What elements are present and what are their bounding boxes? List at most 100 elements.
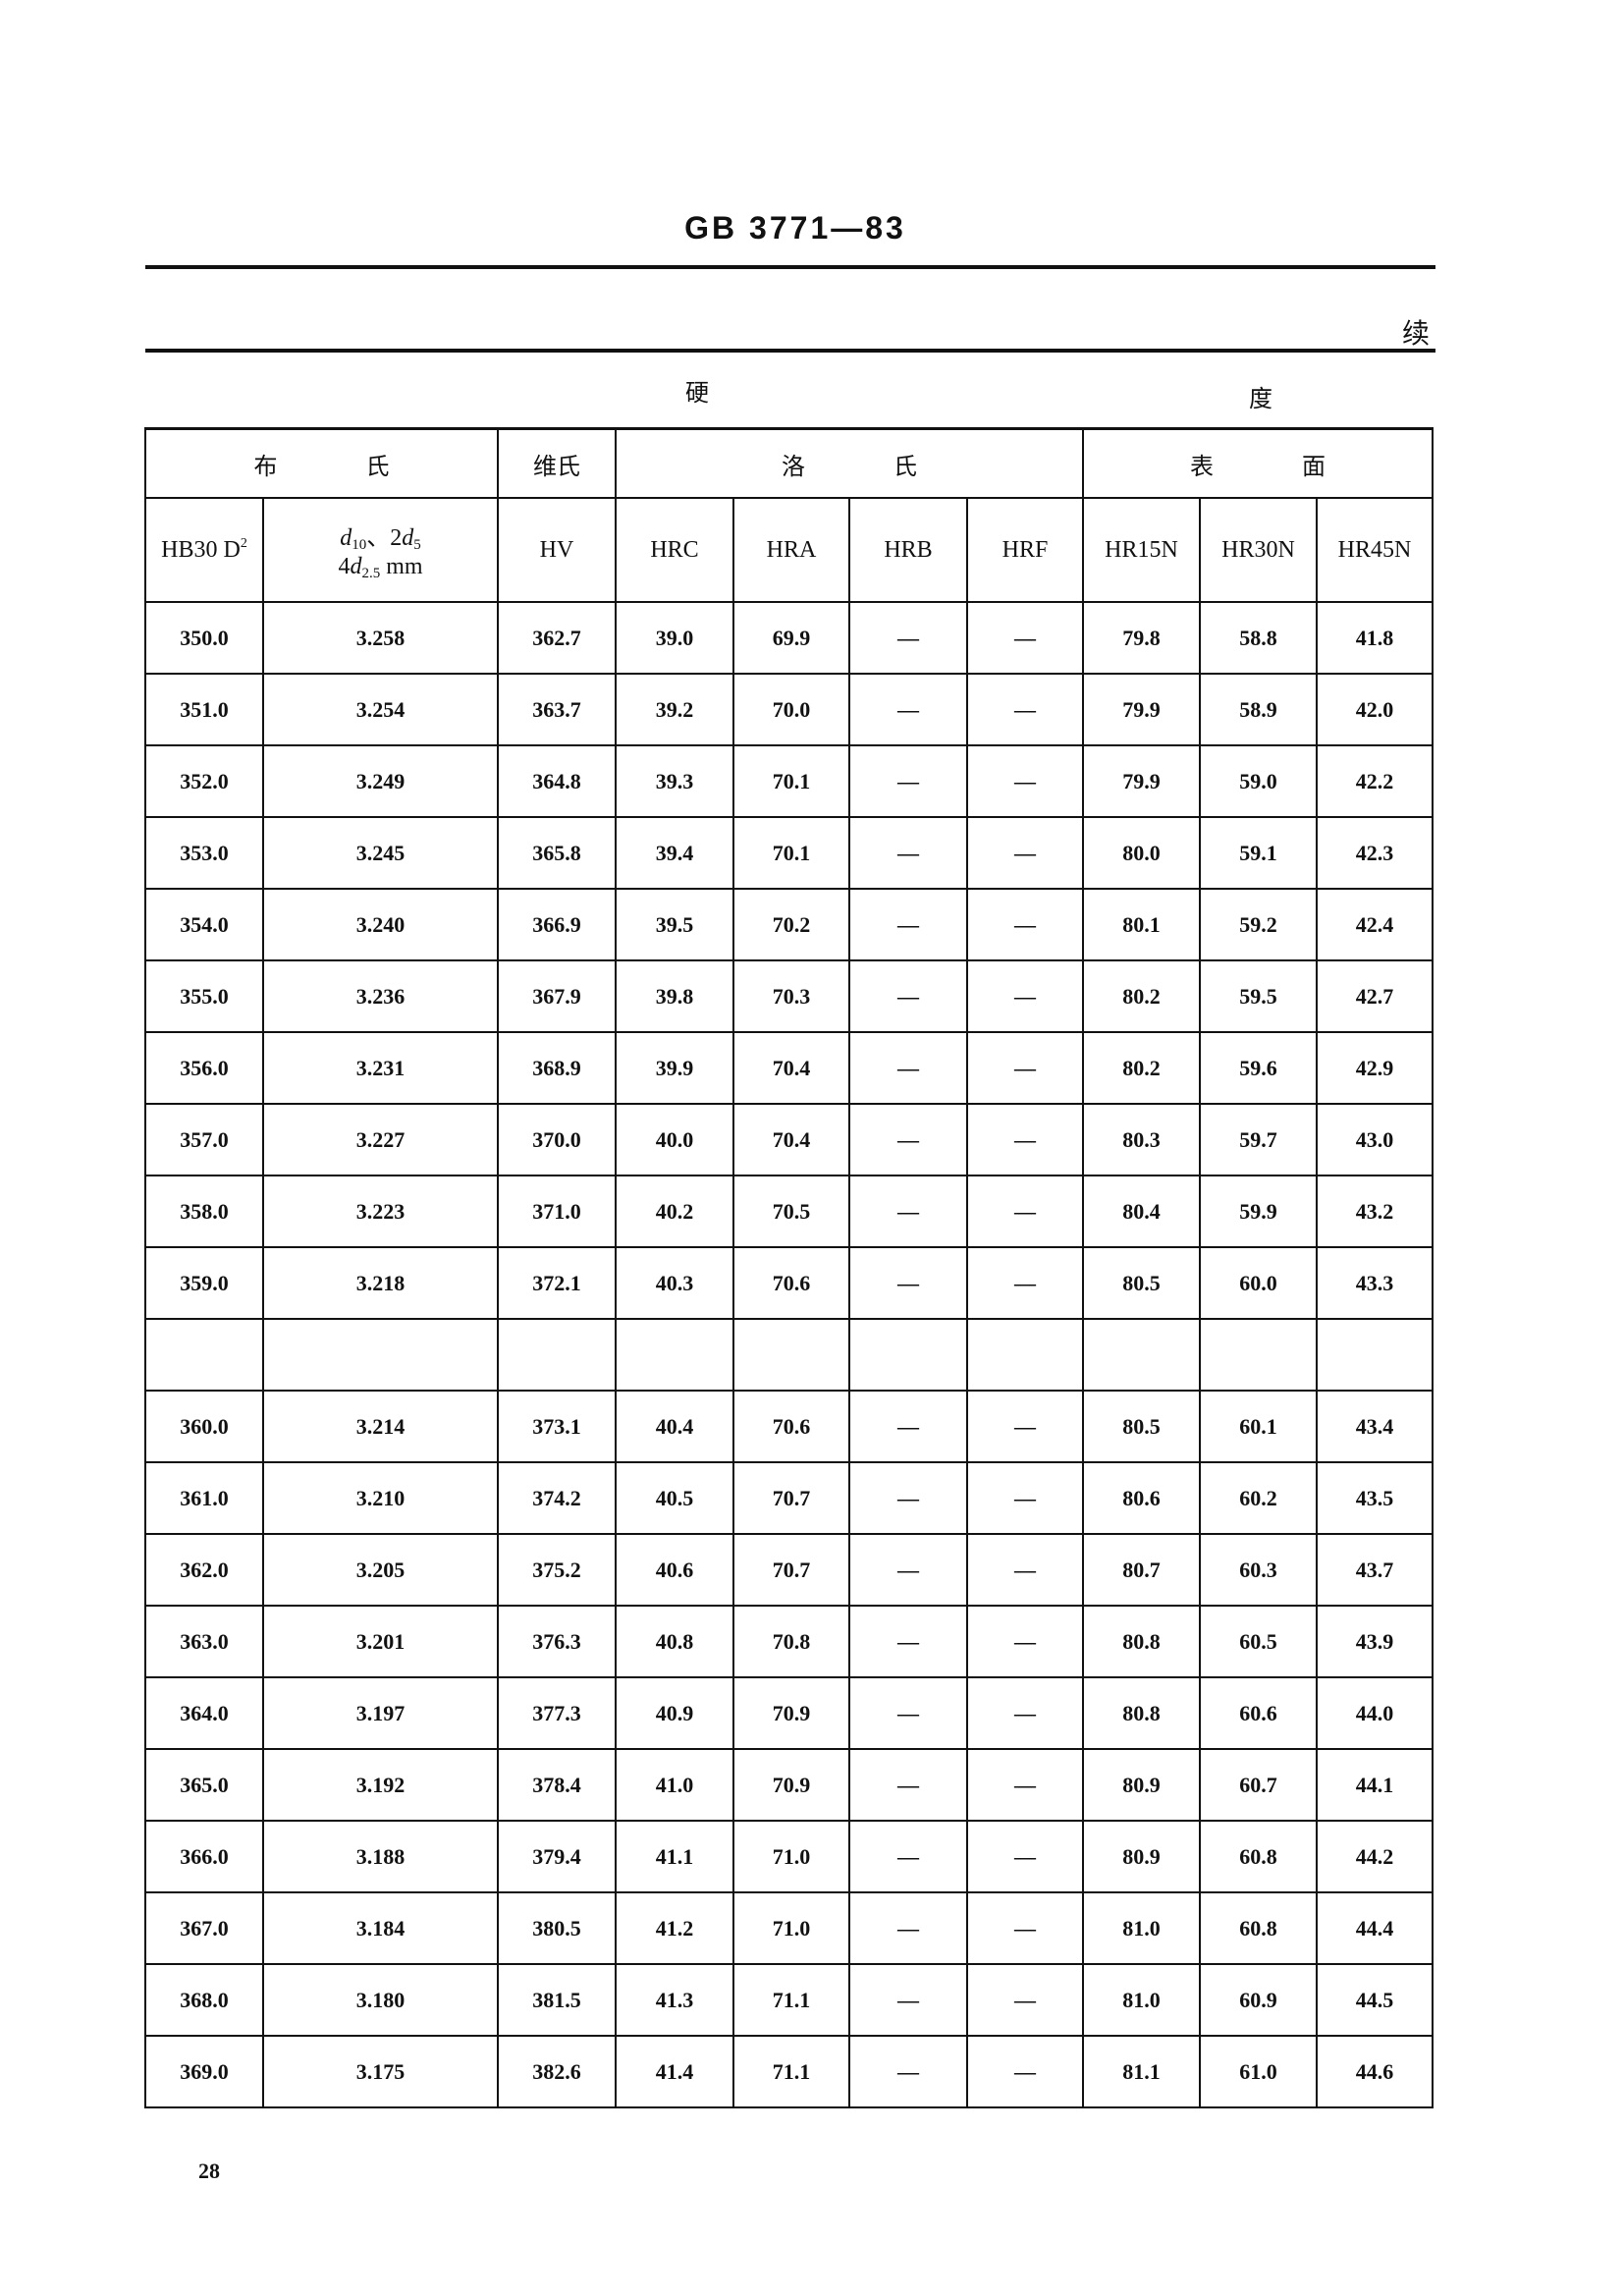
indent-line-2: 4d2.5 mm bbox=[264, 554, 497, 582]
cell-hr15n: 80.0 bbox=[1082, 816, 1201, 890]
cell-hra: 70.4 bbox=[732, 1031, 850, 1105]
cell-indent-diameter: 3.245 bbox=[262, 816, 499, 890]
cell-hrc: 40.3 bbox=[615, 1246, 734, 1320]
cell-hrf: — bbox=[966, 1891, 1084, 1965]
table-row: 359.0 3.218 372.1 40.3 70.6— —80.5 60.0 43.3 bbox=[144, 1246, 1435, 1320]
cell-indent-diameter: 3.258 bbox=[262, 601, 499, 675]
cell-hr30n: 59.5 bbox=[1199, 959, 1318, 1033]
col-header-hv: HV bbox=[497, 497, 617, 603]
header-brinell: 布氏 bbox=[144, 427, 499, 499]
cell-hrc bbox=[615, 1318, 734, 1392]
table-row: 363.0 3.201 376.3 40.8 70.8— —80.8 60.5 43.9 bbox=[144, 1605, 1435, 1678]
cell-hrf: — bbox=[966, 744, 1084, 818]
cell-hv: 373.1 bbox=[497, 1390, 617, 1463]
cell-indent-diameter: 3.210 bbox=[262, 1461, 499, 1535]
cell-hrc: 39.2 bbox=[615, 673, 734, 746]
table-row: 354.0 3.240 366.9 39.5 70.2— —80.1 59.2 42.4 bbox=[144, 888, 1435, 961]
cell-hr30n: 59.1 bbox=[1199, 816, 1318, 890]
cell-hr30n: 60.5 bbox=[1199, 1605, 1318, 1678]
continued-label: 续 bbox=[1402, 319, 1431, 350]
table-row: 365.0 3.192 378.4 41.0 70.9— —80.9 60.7 44.1 bbox=[144, 1748, 1435, 1822]
cell-indent-diameter: 3.249 bbox=[262, 744, 499, 818]
cell-hr30n: 60.7 bbox=[1199, 1748, 1318, 1822]
cell-hra bbox=[732, 1318, 850, 1392]
cell-hr45n: 44.0 bbox=[1315, 1676, 1435, 1750]
cell-hr15n: 79.9 bbox=[1082, 673, 1201, 746]
cell-hr30n: 60.0 bbox=[1199, 1246, 1318, 1320]
d25-pre: 4 bbox=[338, 554, 351, 579]
sep: 、2 bbox=[366, 525, 403, 551]
table-row: 360.0 3.214 373.1 40.4 70.6— —80.5 60.1 43.4 bbox=[144, 1390, 1435, 1463]
cell-hr45n: 44.6 bbox=[1315, 2035, 1435, 2108]
col-header-hrf: HRF bbox=[966, 497, 1084, 603]
cell-hr30n: 59.7 bbox=[1199, 1103, 1318, 1176]
cell-hv: 368.9 bbox=[497, 1031, 617, 1105]
cell-hr45n: 42.4 bbox=[1315, 888, 1435, 961]
col-header-hb: HB30 D2 bbox=[144, 497, 264, 603]
cell-hb: 361.0 bbox=[144, 1461, 264, 1535]
cell-hb: 360.0 bbox=[144, 1390, 264, 1463]
cell-hra: 70.9 bbox=[732, 1676, 850, 1750]
cell-hrc: 39.5 bbox=[615, 888, 734, 961]
cell-hb: 350.0 bbox=[144, 601, 264, 675]
cell-hb: 359.0 bbox=[144, 1246, 264, 1320]
table-row: 355.0 3.236 367.9 39.8 70.3— —80.2 59.5 42.7 bbox=[144, 959, 1435, 1033]
cell-hr45n: 43.3 bbox=[1315, 1246, 1435, 1320]
cell-indent-diameter: 3.180 bbox=[262, 1963, 499, 2037]
cell-hrf: — bbox=[966, 1461, 1084, 1535]
d25: d bbox=[350, 554, 362, 579]
cell-hr45n: 41.8 bbox=[1315, 601, 1435, 675]
cell-hb: 358.0 bbox=[144, 1175, 264, 1248]
cell-indent-diameter: 3.254 bbox=[262, 673, 499, 746]
cell-hrc: 39.8 bbox=[615, 959, 734, 1033]
cell-hrc: 41.2 bbox=[615, 1891, 734, 1965]
cell-hra: 70.7 bbox=[732, 1533, 850, 1607]
cell-hr15n: 80.9 bbox=[1082, 1748, 1201, 1822]
cell-hr30n: 60.8 bbox=[1199, 1820, 1318, 1893]
cell-hb: 355.0 bbox=[144, 959, 264, 1033]
cell-hv bbox=[497, 1318, 617, 1392]
cell-hr15n: 79.8 bbox=[1082, 601, 1201, 675]
cell-hrb: — bbox=[848, 1103, 968, 1176]
table-top-rule bbox=[145, 349, 1435, 353]
cell-hrb: — bbox=[848, 1175, 968, 1248]
cell-hr15n: 80.1 bbox=[1082, 888, 1201, 961]
cell-hrb: — bbox=[848, 601, 968, 675]
cell-hrf: — bbox=[966, 601, 1084, 675]
cell-hv: 381.5 bbox=[497, 1963, 617, 2037]
cell-hr45n: 43.7 bbox=[1315, 1533, 1435, 1607]
header-row-groups: 布氏 维氏 洛氏 表面 bbox=[144, 427, 1435, 499]
brinell-char-2: 氏 bbox=[365, 454, 390, 480]
table-row: 350.0 3.258 362.7 39.0 69.9— —79.8 58.8 41.8 bbox=[144, 601, 1435, 675]
cell-hrf: — bbox=[966, 1533, 1084, 1607]
table-row bbox=[144, 1318, 1435, 1392]
page-number: 28 bbox=[198, 2159, 220, 2183]
table-row: 364.0 3.197 377.3 40.9 70.9— —80.8 60.6 44.0 bbox=[144, 1676, 1435, 1750]
cell-hv: 374.2 bbox=[497, 1461, 617, 1535]
col-header-hr30n: HR30N bbox=[1199, 497, 1318, 603]
cell-hrb: — bbox=[848, 2035, 968, 2108]
cell-hb: 351.0 bbox=[144, 673, 264, 746]
cell-hr15n: 80.6 bbox=[1082, 1461, 1201, 1535]
cell-hr30n: 58.8 bbox=[1199, 601, 1318, 675]
table-row: 353.0 3.245 365.8 39.4 70.1— —80.0 59.1 42.3 bbox=[144, 816, 1435, 890]
cell-hra: 71.0 bbox=[732, 1891, 850, 1965]
cell-hra: 71.1 bbox=[732, 1963, 850, 2037]
cell-hrb: — bbox=[848, 888, 968, 961]
cell-hra: 70.1 bbox=[732, 816, 850, 890]
cell-hr30n: 59.9 bbox=[1199, 1175, 1318, 1248]
cell-hrb: — bbox=[848, 1748, 968, 1822]
cell-hr15n: 80.8 bbox=[1082, 1605, 1201, 1678]
table-row: 367.0 3.184 380.5 41.2 71.0— —81.0 60.8 44.4 bbox=[144, 1891, 1435, 1965]
cell-hr15n bbox=[1082, 1318, 1201, 1392]
standard-number: GB 3771—83 bbox=[684, 210, 906, 246]
cell-hr30n: 60.6 bbox=[1199, 1676, 1318, 1750]
cell-indent-diameter: 3.227 bbox=[262, 1103, 499, 1176]
hardness-conversion-table: 布氏 维氏 洛氏 表面 HB30 D2 d10、2d5 4d2.5 mm HV … bbox=[144, 427, 1435, 2108]
header-superficial: 表面 bbox=[1081, 427, 1435, 499]
cell-hra: 71.1 bbox=[732, 2035, 850, 2108]
table-row: 368.0 3.180 381.5 41.3 71.1— —81.0 60.9 44.5 bbox=[144, 1963, 1435, 2037]
cell-hr15n: 80.4 bbox=[1082, 1175, 1201, 1248]
cell-hr15n: 80.8 bbox=[1082, 1676, 1201, 1750]
cell-hv: 376.3 bbox=[497, 1605, 617, 1678]
